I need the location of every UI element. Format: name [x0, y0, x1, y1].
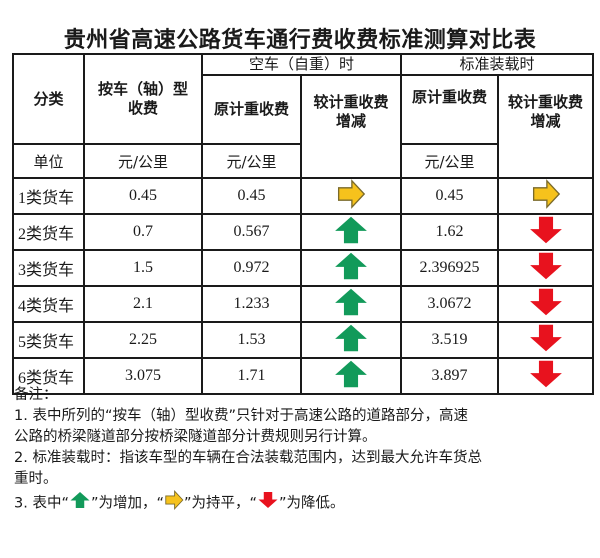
increase-arrow-icon [333, 359, 369, 393]
row-axle-fee: 2.1 [83, 285, 203, 323]
row-std-change [497, 357, 594, 395]
note3-flat-text: ”为持平，“ [184, 495, 258, 512]
row-empty-orig-fee: 0.45 [201, 177, 302, 215]
row-category: 3类货车 [12, 249, 85, 287]
note1-line2: 公路的桥梁隧道部分按桥梁隧道部分计费规则另行计算。 [14, 429, 377, 445]
comparison-table: 分类 按车（轴）型 收费 空车（自重）时 标准装载时 原计重收费 较计重收费 增… [12, 53, 594, 395]
row-axle-fee: 3.075 [83, 357, 203, 395]
note3-prefix: 3. 表中“ [14, 495, 69, 512]
header-empty-change-line1: 较计重收费 [313, 92, 389, 111]
table-row: 3类货车 1.5 0.972 2.396925 [12, 249, 594, 287]
table-row: 2类货车 0.7 0.567 1.62 [12, 213, 594, 251]
header-category: 分类 [12, 53, 85, 145]
note2-line2: 重时。 [14, 471, 58, 487]
note3-increase-text: ”为增加，“ [90, 495, 164, 512]
decrease-arrow-icon [528, 215, 564, 249]
header-empty-change: 较计重收费 增减 [300, 74, 402, 179]
unit-standard: 元/公里 [400, 143, 499, 179]
row-category: 6类货车 [12, 357, 85, 395]
row-std-change [497, 249, 594, 287]
row-category: 5类货车 [12, 321, 85, 359]
row-empty-change [300, 321, 402, 359]
increase-arrow-icon [333, 323, 369, 357]
unit-axle: 元/公里 [83, 143, 203, 179]
header-std-change-line2: 增减 [530, 111, 561, 130]
row-std-change [497, 321, 594, 359]
row-category: 2类货车 [12, 213, 85, 251]
table-row: 6类货车 3.075 1.71 3.897 [12, 357, 594, 395]
flat-arrow-icon [530, 179, 562, 213]
row-std-change [497, 177, 594, 215]
row-empty-orig-fee: 1.233 [201, 285, 302, 323]
row-category: 4类货车 [12, 285, 85, 323]
notes: 备注： 1. 表中所列的“按车（轴）型收费”只针对于高速公路的道路部分，高速 公… [14, 385, 594, 517]
table-row: 5类货车 2.25 1.53 3.519 [12, 321, 594, 359]
row-std-orig-fee: 3.0672 [400, 285, 499, 323]
header-empty-change-line2: 增减 [335, 111, 366, 130]
row-std-orig-fee: 2.396925 [400, 249, 499, 287]
header-std-change-line1: 较计重收费 [507, 92, 583, 111]
row-axle-fee: 0.45 [83, 177, 203, 215]
legend-increase-arrow-icon [69, 491, 91, 516]
unit-empty: 元/公里 [201, 143, 302, 179]
header-std-orig-fee: 原计重收费 [400, 74, 499, 145]
row-category: 1类货车 [12, 177, 85, 215]
row-axle-fee: 0.7 [83, 213, 203, 251]
header-axle-fee-line2: 收费 [127, 99, 158, 117]
row-empty-change [300, 213, 402, 251]
row-empty-orig-fee: 1.53 [201, 321, 302, 359]
note3-decrease-text: ”为降低。 [279, 495, 345, 512]
header-standard-group: 标准装载时 [400, 53, 594, 76]
row-empty-change [300, 177, 402, 215]
header-std-change: 较计重收费 增减 [497, 74, 594, 179]
row-empty-change [300, 249, 402, 287]
note2-line1: 2. 标准装载时：指该车型的车辆在合法装载范围内，达到最大允许车货总 [14, 450, 482, 466]
row-empty-orig-fee: 1.71 [201, 357, 302, 395]
row-empty-change [300, 357, 402, 395]
row-std-orig-fee: 0.45 [400, 177, 499, 215]
decrease-arrow-icon [528, 323, 564, 357]
page-title: 贵州省高速公路货车通行费收费标准测算对比表 [63, 28, 537, 53]
row-empty-change [300, 285, 402, 323]
decrease-arrow-icon [528, 359, 564, 393]
header-empty-orig-fee: 原计重收费 [201, 74, 302, 145]
header-empty-group: 空车（自重）时 [201, 53, 402, 76]
increase-arrow-icon [333, 251, 369, 285]
legend-flat-arrow-icon [164, 490, 184, 517]
table-row: 4类货车 2.1 1.233 3.0672 [12, 285, 594, 323]
header-axle-fee: 按车（轴）型 收费 [83, 53, 203, 145]
note3: 3. 表中“ ”为增加，“ ”为持平，“ ”为降低。 [14, 490, 594, 517]
flat-arrow-icon [335, 179, 367, 213]
row-std-change [497, 213, 594, 251]
notes-heading: 备注： [14, 387, 58, 403]
row-axle-fee: 1.5 [83, 249, 203, 287]
increase-arrow-icon [333, 287, 369, 321]
header-axle-fee-line1: 按车（轴）型 [97, 80, 188, 98]
decrease-arrow-icon [528, 251, 564, 285]
decrease-arrow-icon [528, 287, 564, 321]
row-empty-orig-fee: 0.972 [201, 249, 302, 287]
row-std-orig-fee: 1.62 [400, 213, 499, 251]
unit-label: 单位 [12, 143, 85, 179]
row-std-orig-fee: 3.897 [400, 357, 499, 395]
note1-line1: 1. 表中所列的“按车（轴）型收费”只针对于高速公路的道路部分，高速 [14, 408, 468, 424]
table-row: 1类货车 0.45 0.45 0.45 [12, 177, 594, 215]
row-std-orig-fee: 3.519 [400, 321, 499, 359]
legend-decrease-arrow-icon [257, 491, 279, 516]
row-axle-fee: 2.25 [83, 321, 203, 359]
row-std-change [497, 285, 594, 323]
increase-arrow-icon [333, 215, 369, 249]
row-empty-orig-fee: 0.567 [201, 213, 302, 251]
